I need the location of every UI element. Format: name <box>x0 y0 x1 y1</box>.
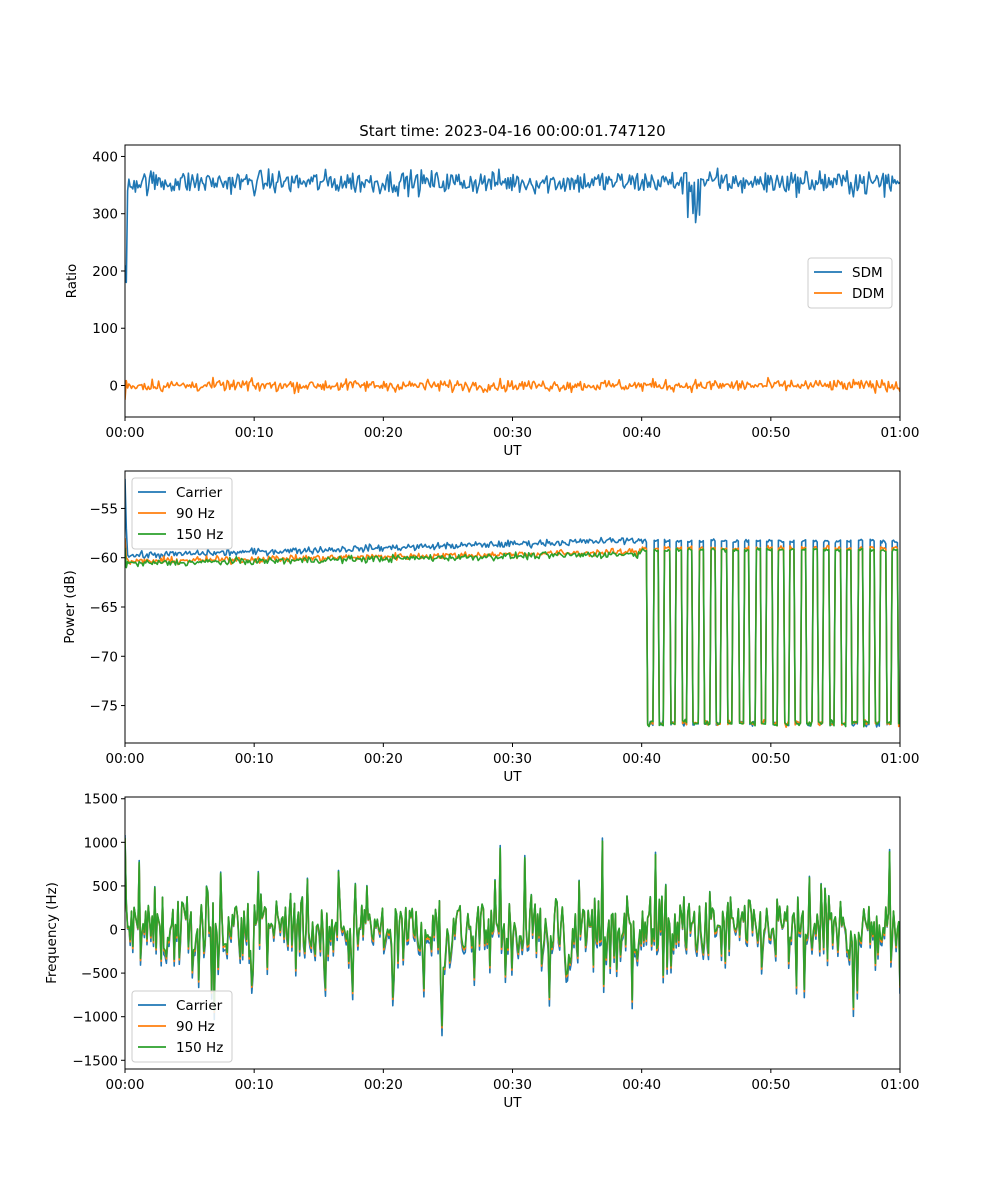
x-tick-label: 00:00 <box>106 751 145 767</box>
legend-entry-label: Carrier <box>176 485 223 501</box>
y-tick-label: 0 <box>109 923 118 939</box>
y-axis-label: Frequency (Hz) <box>44 882 60 984</box>
y-tick-label: 100 <box>92 321 118 337</box>
x-axis-label: UT <box>503 443 522 459</box>
legend: Carrier 90 Hz 150 Hz <box>131 990 233 1063</box>
x-tick-label: 00:30 <box>493 1077 532 1093</box>
y-tick-label: 1500 <box>84 792 118 808</box>
x-tick-label: 00:50 <box>751 425 790 441</box>
y-tick-label: −55 <box>90 501 119 517</box>
legend: Carrier 90 Hz 150 Hz <box>131 477 233 550</box>
legend: SDM DDM <box>807 257 893 309</box>
legend-entry-label: 150 Hz <box>176 527 223 543</box>
x-tick-label: 00:10 <box>235 1077 274 1093</box>
legend-entry-label: 90 Hz <box>176 506 215 522</box>
chart-panel-1: 00:00 00:10 00:20 00:30 00:40 00:50 01:00 0 100 2… <box>64 144 920 459</box>
x-tick-label: 00:40 <box>622 425 661 441</box>
x-tick-label: 00:50 <box>751 1077 790 1093</box>
x-tick-label: 01:00 <box>881 751 920 767</box>
x-tick-label: 00:50 <box>751 751 790 767</box>
x-tick-label: 00:00 <box>106 425 145 441</box>
y-tick-label: −75 <box>90 699 119 715</box>
figure-title: Start time: 2023-04-16 00:00:01.747120 <box>359 122 665 140</box>
x-tick-label: 00:30 <box>493 425 532 441</box>
y-axis-label: Power (dB) <box>62 570 78 643</box>
y-tick-label: −1500 <box>72 1053 118 1069</box>
series-line-ddm <box>125 376 900 400</box>
legend-box <box>131 477 233 550</box>
series-group <box>125 834 900 1037</box>
series-group <box>125 478 900 728</box>
x-tick-label: 00:10 <box>235 751 274 767</box>
legend-entry-label: DDM <box>852 286 884 302</box>
x-tick-label: 00:30 <box>493 751 532 767</box>
x-tick-label: 00:00 <box>106 1077 145 1093</box>
x-tick-label: 00:40 <box>622 1077 661 1093</box>
x-axis-label: UT <box>503 1095 522 1111</box>
chart-panel-3: 00:00 00:10 00:20 00:30 00:40 00:50 01:00 −1500… <box>44 792 919 1111</box>
legend-entry-label: 90 Hz <box>176 1019 215 1035</box>
chart-panel-2: 00:00 00:10 00:20 00:30 00:40 00:50 01:00 −75 −7… <box>62 470 920 785</box>
series-line-90-hz <box>125 537 900 728</box>
series-line-150-hz <box>125 547 900 728</box>
y-tick-label: −65 <box>90 600 119 616</box>
y-tick-label: −70 <box>90 649 119 665</box>
legend-box <box>807 257 893 309</box>
x-tick-label: 01:00 <box>881 1077 920 1093</box>
x-axis-label: UT <box>503 769 522 785</box>
y-tick-label: 300 <box>92 207 118 223</box>
y-tick-label: 0 <box>109 379 118 395</box>
y-tick-label: −1000 <box>72 1010 118 1026</box>
legend-entry-label: 150 Hz <box>176 1040 223 1056</box>
legend-entry-label: SDM <box>852 265 883 281</box>
y-tick-label: 400 <box>92 149 118 165</box>
x-tick-label: 00:20 <box>364 425 403 441</box>
x-tick-label: 00:20 <box>364 751 403 767</box>
y-axis-label: Ratio <box>64 264 80 299</box>
y-tick-label: 200 <box>92 264 118 280</box>
y-tick-label: 500 <box>92 879 118 895</box>
y-tick-label: −60 <box>90 551 119 567</box>
x-tick-label: 01:00 <box>881 425 920 441</box>
legend-box <box>131 990 233 1063</box>
series-line-sdm <box>125 167 900 284</box>
x-tick-label: 00:10 <box>235 425 274 441</box>
series-line-150-hz <box>125 837 900 1027</box>
series-line-carrier <box>125 478 900 728</box>
y-tick-label: −500 <box>81 966 118 982</box>
x-tick-label: 00:20 <box>364 1077 403 1093</box>
series-group <box>125 167 900 400</box>
legend-entry-label: Carrier <box>176 998 223 1014</box>
y-tick-label: 1000 <box>84 835 118 851</box>
x-tick-label: 00:40 <box>622 751 661 767</box>
